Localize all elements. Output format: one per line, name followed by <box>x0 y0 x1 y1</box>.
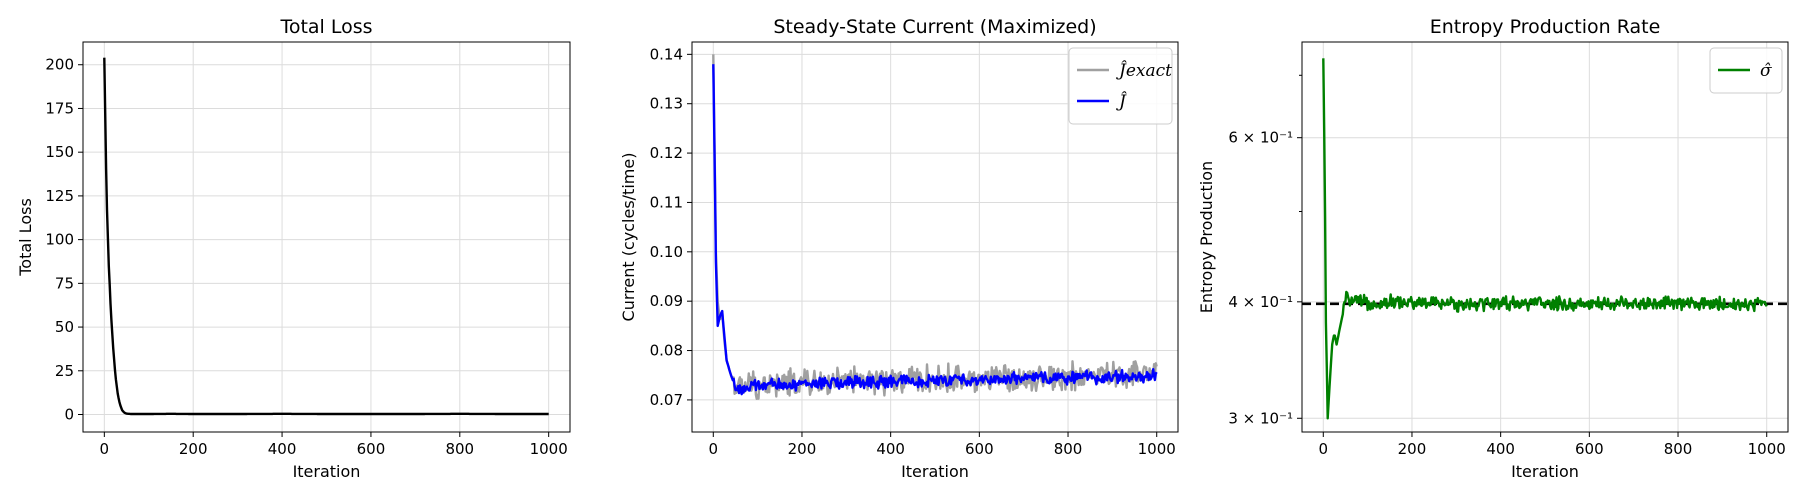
x-tick-label: 0 <box>1319 440 1329 458</box>
x-tick-label: 1000 <box>1748 440 1786 458</box>
x-axis-label: Iteration <box>293 462 361 481</box>
x-tick-label: 1000 <box>530 440 568 458</box>
y-tick-label: 0.14 <box>650 45 683 63</box>
y-tick-label: 50 <box>55 318 74 336</box>
x-tick-label: 600 <box>357 440 386 458</box>
x-tick-label: 800 <box>445 440 474 458</box>
x-tick-label: 200 <box>179 440 208 458</box>
x-axis-label: Iteration <box>1511 462 1579 481</box>
y-tick-label: 150 <box>45 143 74 161</box>
x-tick-label: 800 <box>1054 440 1083 458</box>
y-tick-label: 4 × 10⁻¹ <box>1228 293 1293 311</box>
x-tick-label: 0 <box>709 440 719 458</box>
y-tick-label: 0.07 <box>650 391 683 409</box>
y-tick-label: 75 <box>55 274 74 292</box>
y-tick-label: 0.09 <box>650 292 683 310</box>
x-tick-label: 200 <box>788 440 817 458</box>
y-tick-label: 125 <box>45 187 74 205</box>
y-tick-label: 6 × 10⁻¹ <box>1228 129 1293 147</box>
chart-title: Steady-State Current (Maximized) <box>773 16 1096 38</box>
y-tick-label: 0.08 <box>650 342 683 360</box>
axes-frame <box>82 41 571 433</box>
chart-title: Total Loss <box>279 16 372 38</box>
x-axis-label: Iteration <box>901 462 969 481</box>
x-tick-label: 0 <box>100 440 110 458</box>
y-tick-label: 3 × 10⁻¹ <box>1228 409 1293 427</box>
y-tick-label: 0.12 <box>650 144 683 162</box>
chart-title: Entropy Production Rate <box>1430 16 1661 38</box>
y-axis-label: Total Loss <box>16 198 35 277</box>
legend-label: Ĵexact <box>1116 61 1172 81</box>
x-tick-label: 400 <box>876 440 905 458</box>
y-tick-label: 100 <box>45 231 74 249</box>
y-axis-label: Current (cycles/time) <box>619 153 638 322</box>
series-line-1 <box>712 64 1158 396</box>
panel-steady-state-current: 0 200 400 600 800 1000 0.07 0.08 0.09 0.10 0.11 0.1… <box>619 16 1179 481</box>
x-tick-label: 600 <box>1575 440 1604 458</box>
panel-total-loss: 0 200 400 600 800 1000 0 25 50 75 100 125 150 175 200 T… <box>16 16 571 481</box>
x-tick-label: 400 <box>1486 440 1515 458</box>
axes-frame <box>1301 41 1789 433</box>
x-tick-label: 1000 <box>1138 440 1176 458</box>
y-tick-label: 0.10 <box>650 243 683 261</box>
legend-label: Ĵ <box>1116 92 1127 112</box>
y-tick-label: 25 <box>55 362 74 380</box>
legend-box <box>1068 47 1173 125</box>
x-tick-label: 800 <box>1664 440 1693 458</box>
axes-frame <box>691 41 1179 433</box>
x-tick-label: 200 <box>1398 440 1427 458</box>
legend: σ̂ <box>1709 47 1783 94</box>
x-tick-label: 600 <box>965 440 994 458</box>
y-tick-label: 0.13 <box>650 95 683 113</box>
series-line-0 <box>103 57 549 416</box>
y-tick-label: 200 <box>45 56 74 74</box>
panel-entropy-production: 0 200 400 600 800 1000 3 × 10⁻¹ 4 × 10⁻¹ 6 × 10⁻… <box>1197 16 1789 481</box>
y-axis-label: Entropy Production <box>1197 161 1216 313</box>
legend-label: σ̂ <box>1760 61 1772 81</box>
y-tick-label: 0 <box>64 406 74 424</box>
y-tick-label: 0.11 <box>650 193 683 211</box>
legend: Ĵexact Ĵ <box>1068 47 1173 125</box>
y-tick-label: 175 <box>45 99 74 117</box>
series-line-0 <box>1322 58 1768 420</box>
x-tick-label: 400 <box>268 440 297 458</box>
